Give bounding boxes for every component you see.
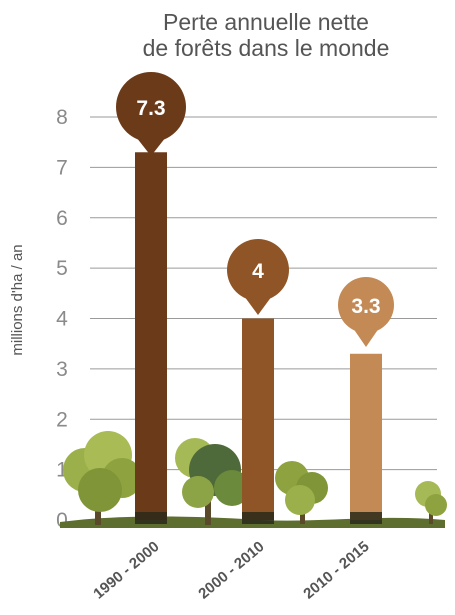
tree-center-left	[175, 438, 250, 525]
bar-2000-2010	[242, 318, 274, 520]
tree-left-large	[63, 431, 142, 525]
x-tick-label-2010-2015: 2010 - 2015	[300, 538, 372, 602]
y-tick-label-0: 0	[56, 509, 68, 532]
chart-title-line-2: de forêts dans le monde	[143, 35, 390, 61]
chart-title-line-1: Perte annuelle nette	[163, 9, 369, 35]
y-tick-label-7: 7	[56, 156, 68, 179]
y-tick-label-3: 3	[56, 358, 68, 381]
y-tick-label-4: 4	[56, 308, 68, 331]
bubble-circle	[116, 72, 186, 142]
bar-2010-2015	[350, 353, 382, 520]
bars	[135, 152, 382, 524]
y-tick-label-6: 6	[56, 207, 68, 230]
data-label: 7.3	[136, 97, 165, 120]
bar-base-shadow	[135, 512, 167, 524]
data-label: 4	[252, 260, 264, 283]
value-bubble-3: 3.3	[338, 277, 394, 347]
y-tick-label-5: 5	[56, 257, 68, 280]
x-tick-label-2000-2010: 2000 - 2010	[195, 538, 267, 602]
data-label: 3.3	[351, 295, 380, 318]
value-bubbles: 7.3 4 3.3	[116, 72, 394, 347]
tree-right-small	[415, 481, 447, 524]
y-tick-label-1: 1	[56, 459, 68, 482]
bar-base-shadow	[242, 512, 274, 524]
bar-1990-2000	[135, 152, 167, 520]
tree-center-right	[275, 461, 328, 524]
y-axis-label: millions d'ha / an	[9, 244, 26, 355]
bubble-circle	[227, 239, 289, 301]
x-tick-label-1990-2000: 1990 - 2000	[90, 538, 162, 602]
y-tick-label-8: 8	[56, 106, 68, 129]
value-bubble-2: 4	[227, 239, 289, 315]
y-tick-labels: 0 1 2 3 4 5 6 7 8	[56, 106, 68, 532]
y-tick-label-2: 2	[56, 408, 68, 431]
value-bubble-1: 7.3	[116, 72, 186, 156]
bubble-circle	[338, 277, 394, 333]
bar-base-shadow	[350, 512, 382, 524]
